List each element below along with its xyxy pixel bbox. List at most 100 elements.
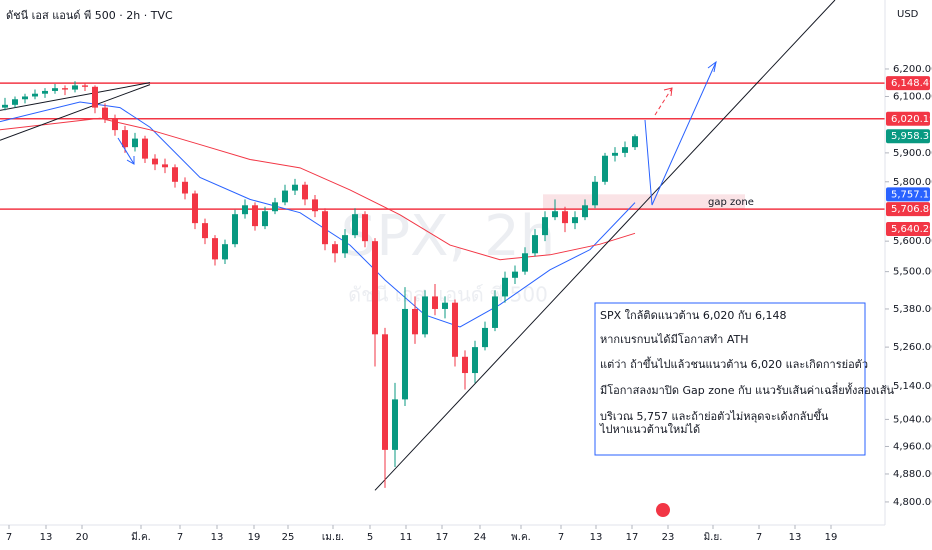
plot-area bbox=[0, 0, 885, 491]
y-tick-label: 5,800.00 bbox=[893, 177, 932, 188]
x-tick-label: มี.ค. bbox=[131, 531, 151, 543]
y-tick-label: 4,800.00 bbox=[893, 497, 932, 508]
note-line: SPX ใกล้ติดแนวต้าน 6,020 กับ 6,148 bbox=[600, 309, 786, 322]
candle-body bbox=[592, 181, 598, 206]
x-tick-label: 23 bbox=[662, 532, 675, 543]
currency: USD bbox=[897, 9, 919, 20]
candle-body bbox=[92, 86, 98, 108]
candle-body bbox=[102, 107, 108, 119]
price-label: 5,640.29 bbox=[891, 224, 932, 235]
price-label-bg bbox=[886, 111, 930, 126]
candle-body bbox=[542, 217, 548, 236]
candle-body bbox=[22, 96, 28, 100]
candle-body bbox=[392, 399, 398, 450]
x-tick-label: 25 bbox=[282, 532, 295, 543]
x-tick-label: มิ.ย. bbox=[704, 532, 723, 543]
candle-body bbox=[192, 193, 198, 224]
x-tick-label: 7 bbox=[756, 532, 762, 543]
y-tick-label: 5,260.00 bbox=[893, 342, 932, 353]
price-label: 6,148.49 bbox=[891, 78, 932, 89]
candle-body bbox=[612, 152, 618, 156]
note-line: หากเบรกบนได้มีโอกาสทำ ATH bbox=[600, 332, 748, 346]
candle-body bbox=[272, 202, 278, 212]
candle-body bbox=[372, 241, 378, 335]
candle-body bbox=[302, 184, 308, 200]
candle-body bbox=[522, 253, 528, 272]
candle-body bbox=[572, 217, 578, 224]
candle-body bbox=[432, 296, 438, 309]
candle-body bbox=[492, 296, 498, 328]
y-tick-label: 5,040.00 bbox=[893, 414, 932, 425]
candle-body bbox=[452, 302, 458, 357]
candle-body bbox=[252, 205, 258, 227]
candle-body bbox=[222, 244, 228, 260]
y-tick-label: 4,960.00 bbox=[893, 441, 932, 452]
moving-average bbox=[0, 117, 636, 261]
candle-body bbox=[142, 138, 148, 159]
price-label: 6,020.19 bbox=[891, 114, 932, 125]
projection-dashed bbox=[654, 87, 673, 116]
price-label-bg bbox=[886, 129, 930, 144]
candle-body bbox=[442, 302, 448, 309]
x-tick-label: 24 bbox=[474, 532, 487, 543]
candle-body bbox=[322, 211, 328, 245]
x-tick-label: 17 bbox=[436, 532, 449, 543]
trendline bbox=[0, 82, 151, 111]
candle-body bbox=[332, 244, 338, 254]
note-line: มีโอกาสลงมาปิด Gap zone กับ แนวรับเส้นค่… bbox=[600, 382, 895, 397]
x-tick-label: 7 bbox=[6, 532, 12, 543]
candle-body bbox=[632, 136, 638, 148]
x-tick-label: เม.ย. bbox=[322, 532, 344, 543]
event-icon[interactable] bbox=[656, 503, 670, 517]
candle-body bbox=[12, 99, 18, 105]
chart-title: ดัชนี เอส แอนด์ พี 500 · 2h · TVC bbox=[6, 9, 173, 22]
moving-average bbox=[0, 101, 636, 328]
note-line: บริเวณ 5,757 และถ้าย่อตัวไม่หลุดจะเด้งกล… bbox=[600, 408, 829, 423]
candle-body bbox=[2, 104, 8, 108]
y-tick-label: 6,200.00 bbox=[893, 64, 932, 75]
candle-body bbox=[182, 181, 188, 194]
candle-body bbox=[562, 211, 568, 224]
x-tick-label: 20 bbox=[76, 532, 89, 543]
x-tick-label: 11 bbox=[400, 532, 413, 543]
price-label-bg bbox=[886, 222, 930, 237]
candle-body bbox=[552, 211, 558, 218]
candle-body bbox=[62, 88, 68, 90]
candle-body bbox=[422, 296, 428, 335]
candle-body bbox=[312, 199, 318, 212]
y-tick-label: 6,100.00 bbox=[893, 91, 932, 102]
candle-body bbox=[202, 223, 208, 239]
arrow-head bbox=[707, 60, 717, 73]
y-tick-label: 5,900.00 bbox=[893, 148, 932, 159]
projection-arrows bbox=[117, 60, 717, 206]
x-tick-label: 13 bbox=[590, 532, 603, 543]
projection-path bbox=[644, 61, 717, 206]
x-tick-label: 7 bbox=[558, 532, 564, 543]
candle-body bbox=[482, 327, 488, 348]
note-border bbox=[594, 302, 866, 456]
x-tick-label: พ.ค. bbox=[511, 532, 531, 543]
gap-zone-label: gap zone bbox=[708, 197, 754, 208]
candle-body bbox=[282, 190, 288, 203]
price-label: 5,706.86 bbox=[891, 204, 932, 215]
note-line: แต่ว่า ถ้าขึ้นไปแล้วชนแนวต้าน 6,020 และเ… bbox=[600, 356, 868, 371]
candle-body bbox=[602, 155, 608, 182]
arrow-head bbox=[126, 156, 135, 165]
candle-body bbox=[502, 277, 508, 297]
x-tick-label: 17 bbox=[626, 532, 639, 543]
x-tick-label: 7 bbox=[177, 532, 183, 543]
price-label-bg bbox=[886, 76, 930, 91]
candle-body bbox=[382, 334, 388, 450]
candle-body bbox=[462, 356, 468, 374]
y-tick-label: 5,140.00 bbox=[893, 381, 932, 392]
candle-body bbox=[362, 214, 368, 242]
projection-path bbox=[117, 137, 135, 165]
x-tick-label: 13 bbox=[211, 532, 224, 543]
candle-body bbox=[232, 214, 238, 245]
price-label-bg bbox=[886, 202, 930, 217]
candle-body bbox=[532, 235, 538, 254]
note-box bbox=[594, 302, 866, 456]
price-label-bg bbox=[886, 187, 930, 202]
